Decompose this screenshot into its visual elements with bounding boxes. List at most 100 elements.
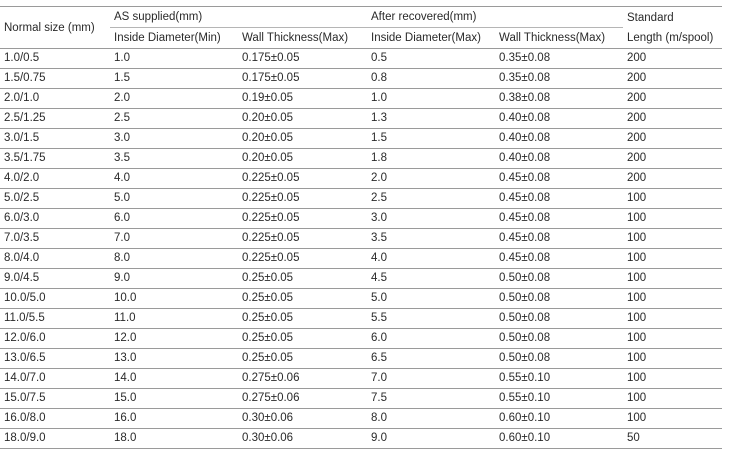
cell-normal-size: 13.0/6.5 <box>0 348 110 369</box>
table-row: 7.0/3.5 7.0 0.225±0.05 3.5 0.45±0.08 100 <box>0 228 723 249</box>
cell-inside-diameter-min: 9.0 <box>110 268 238 289</box>
cell-inside-diameter-min: 4.0 <box>110 168 238 189</box>
cell-wall-thickness-supplied: 0.25±0.05 <box>238 328 368 349</box>
cell-inside-diameter-max: 6.5 <box>367 348 496 369</box>
cell-normal-size: 11.0/5.5 <box>0 308 110 329</box>
cell-inside-diameter-min: 15.0 <box>110 388 238 409</box>
cell-normal-size: 2.5/1.25 <box>0 108 110 129</box>
cell-inside-diameter-min: 1.0 <box>110 48 238 69</box>
cell-normal-size: 6.0/3.0 <box>0 208 110 229</box>
spec-table-container: Normal size (mm) AS supplied(mm) After r… <box>0 6 723 449</box>
cell-inside-diameter-min: 2.0 <box>110 88 238 109</box>
cell-standard-length: 200 <box>623 108 723 129</box>
cell-normal-size: 9.0/4.5 <box>0 268 110 289</box>
cell-standard-length: 100 <box>623 408 723 429</box>
cell-inside-diameter-max: 3.5 <box>367 228 496 249</box>
cell-standard-length: 200 <box>623 88 723 109</box>
cell-inside-diameter-min: 13.0 <box>110 348 238 369</box>
cell-wall-thickness-supplied: 0.20±0.05 <box>238 128 368 149</box>
cell-wall-thickness-recovered: 0.50±0.08 <box>495 328 624 349</box>
table-row: 9.0/4.5 9.0 0.25±0.05 4.5 0.50±0.08 100 <box>0 268 723 289</box>
cell-inside-diameter-min: 16.0 <box>110 408 238 429</box>
cell-inside-diameter-max: 3.0 <box>367 208 496 229</box>
cell-inside-diameter-min: 14.0 <box>110 368 238 389</box>
cell-inside-diameter-max: 8.0 <box>367 408 496 429</box>
cell-wall-thickness-supplied: 0.30±0.06 <box>238 408 368 429</box>
table-row: 5.0/2.5 5.0 0.225±0.05 2.5 0.45±0.08 100 <box>0 188 723 209</box>
cell-standard-length: 200 <box>623 128 723 149</box>
cell-inside-diameter-min: 3.5 <box>110 148 238 169</box>
cell-normal-size: 14.0/7.0 <box>0 368 110 389</box>
cell-wall-thickness-supplied: 0.275±0.06 <box>238 388 368 409</box>
cell-normal-size: 18.0/9.0 <box>0 428 110 449</box>
table-row: 16.0/8.0 16.0 0.30±0.06 8.0 0.60±0.10 100 <box>0 408 723 429</box>
cell-standard-length: 200 <box>623 68 723 89</box>
cell-wall-thickness-supplied: 0.225±0.05 <box>238 168 368 189</box>
cell-standard-length: 100 <box>623 288 723 309</box>
header-wall-thickness-max-recovered: Wall Thickness(Max) <box>495 27 624 49</box>
cell-inside-diameter-min: 8.0 <box>110 248 238 269</box>
cell-wall-thickness-supplied: 0.20±0.05 <box>238 108 368 129</box>
cell-normal-size: 3.5/1.75 <box>0 148 110 169</box>
cell-inside-diameter-max: 1.5 <box>367 128 496 149</box>
cell-standard-length: 200 <box>623 148 723 169</box>
cell-standard-length: 100 <box>623 388 723 409</box>
cell-wall-thickness-supplied: 0.175±0.05 <box>238 68 368 89</box>
cell-wall-thickness-recovered: 0.45±0.08 <box>495 168 624 189</box>
cell-inside-diameter-min: 3.0 <box>110 128 238 149</box>
cell-standard-length: 100 <box>623 248 723 269</box>
cell-inside-diameter-max: 6.0 <box>367 328 496 349</box>
cell-wall-thickness-supplied: 0.25±0.05 <box>238 288 368 309</box>
cell-normal-size: 12.0/6.0 <box>0 328 110 349</box>
header-standard-line2: Length (m/spool) <box>627 31 714 44</box>
cell-inside-diameter-max: 0.8 <box>367 68 496 89</box>
cell-standard-length: 100 <box>623 328 723 349</box>
cell-wall-thickness-supplied: 0.275±0.06 <box>238 368 368 389</box>
cell-normal-size: 16.0/8.0 <box>0 408 110 429</box>
cell-wall-thickness-supplied: 0.225±0.05 <box>238 228 368 249</box>
cell-wall-thickness-recovered: 0.35±0.08 <box>495 48 624 69</box>
cell-wall-thickness-supplied: 0.30±0.06 <box>238 428 368 449</box>
cell-inside-diameter-min: 18.0 <box>110 428 238 449</box>
table-row: 11.0/5.5 11.0 0.25±0.05 5.5 0.50±0.08 100 <box>0 308 723 329</box>
cell-wall-thickness-recovered: 0.50±0.08 <box>495 348 624 369</box>
cell-normal-size: 7.0/3.5 <box>0 228 110 249</box>
cell-standard-length: 100 <box>623 368 723 389</box>
cell-normal-size: 10.0/5.0 <box>0 288 110 309</box>
table-row: 2.5/1.25 2.5 0.20±0.05 1.3 0.40±0.08 200 <box>0 108 723 129</box>
cell-wall-thickness-recovered: 0.38±0.08 <box>495 88 624 109</box>
cell-wall-thickness-supplied: 0.225±0.05 <box>238 208 368 229</box>
cell-inside-diameter-min: 12.0 <box>110 328 238 349</box>
cell-inside-diameter-min: 10.0 <box>110 288 238 309</box>
cell-normal-size: 2.0/1.0 <box>0 88 110 109</box>
cell-wall-thickness-supplied: 0.225±0.05 <box>238 248 368 269</box>
cell-wall-thickness-recovered: 0.50±0.08 <box>495 268 624 289</box>
cell-standard-length: 100 <box>623 208 723 229</box>
header-inside-diameter-min: Inside Diameter(Min) <box>110 27 238 49</box>
cell-wall-thickness-recovered: 0.40±0.08 <box>495 128 624 149</box>
header-normal-size: Normal size (mm) <box>0 6 110 49</box>
table-row: 13.0/6.5 13.0 0.25±0.05 6.5 0.50±0.08 100 <box>0 348 723 369</box>
cell-normal-size: 8.0/4.0 <box>0 248 110 269</box>
cell-inside-diameter-max: 0.5 <box>367 48 496 69</box>
header-standard-line1: Standard <box>627 11 674 24</box>
cell-standard-length: 200 <box>623 168 723 189</box>
cell-inside-diameter-min: 6.0 <box>110 208 238 229</box>
cell-wall-thickness-supplied: 0.25±0.05 <box>238 348 368 369</box>
header-after-recovered: After recovered(mm) <box>367 6 624 28</box>
cell-wall-thickness-recovered: 0.40±0.08 <box>495 148 624 169</box>
cell-normal-size: 5.0/2.5 <box>0 188 110 209</box>
cell-wall-thickness-recovered: 0.45±0.08 <box>495 188 624 209</box>
cell-wall-thickness-supplied: 0.225±0.05 <box>238 188 368 209</box>
table-row: 6.0/3.0 6.0 0.225±0.05 3.0 0.45±0.08 100 <box>0 208 723 229</box>
cell-wall-thickness-recovered: 0.60±0.10 <box>495 408 624 429</box>
cell-normal-size: 1.5/0.75 <box>0 68 110 89</box>
table-row: 8.0/4.0 8.0 0.225±0.05 4.0 0.45±0.08 100 <box>0 248 723 269</box>
header-as-supplied: AS supplied(mm) <box>110 6 368 28</box>
cell-inside-diameter-max: 1.0 <box>367 88 496 109</box>
cell-inside-diameter-max: 7.0 <box>367 368 496 389</box>
cell-inside-diameter-max: 1.3 <box>367 108 496 129</box>
cell-inside-diameter-max: 5.0 <box>367 288 496 309</box>
cell-inside-diameter-min: 1.5 <box>110 68 238 89</box>
header-standard-length: Standard Length (m/spool) <box>623 6 723 49</box>
